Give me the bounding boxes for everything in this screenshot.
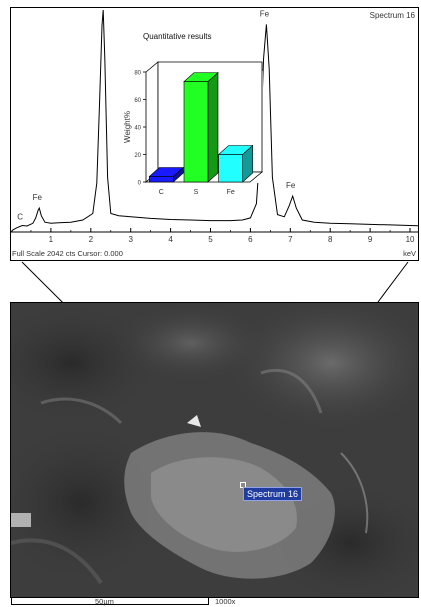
x-tick-label: 3 xyxy=(128,235,133,244)
inset-y-tick-label: 0 xyxy=(138,181,142,187)
sem-footer: 50µm 1000x xyxy=(10,597,419,607)
spectrum-line xyxy=(11,9,418,233)
inset-y-axis-label: Weight% xyxy=(123,111,132,143)
inset-category-label: S xyxy=(194,189,199,196)
inset-bar xyxy=(183,81,209,183)
scale-bar xyxy=(11,598,209,605)
x-tick-label: 10 xyxy=(406,235,415,244)
inset-y-tick-label: 20 xyxy=(134,153,141,159)
x-tick-label: 2 xyxy=(89,235,94,244)
inset-title: Quantitative results xyxy=(143,32,212,41)
inset-y-tick-label: 40 xyxy=(134,126,141,132)
sem-image: Spectrum 16 xyxy=(10,302,419,598)
scale-bar-label: 50µm xyxy=(95,597,114,606)
peak-label: C xyxy=(17,212,23,221)
spectrum-name: Spectrum 16 xyxy=(369,11,415,20)
spectrum-panel: 1 2 3 4 5 6 7 8 9 10 C Fe Fe Fe 0 20 40 60 80 Weight% C S Fe S… xyxy=(10,7,419,261)
x-tick-label: 9 xyxy=(368,235,373,244)
peak-label: Fe xyxy=(33,193,43,202)
x-tick-label: 1 xyxy=(49,235,54,244)
inset-category-label: C xyxy=(159,189,164,196)
x-tick-label: 4 xyxy=(168,235,173,244)
inset-bar xyxy=(218,154,243,183)
peak-label: Fe xyxy=(286,181,296,190)
x-tick-label: 6 xyxy=(248,235,253,244)
spectrum-axis-unit: keV xyxy=(403,249,416,258)
peak-label: Fe xyxy=(260,9,270,18)
inset-category-label: Fe xyxy=(227,189,235,196)
inset-y-tick-label: 80 xyxy=(134,71,141,77)
spectrum-footer-status: Full Scale 2042 cts Cursor: 0.000 xyxy=(12,249,123,258)
x-tick-label: 8 xyxy=(328,235,333,244)
inset-bar xyxy=(149,176,174,183)
spectrum-chart: 1 2 3 4 5 6 7 8 9 10 C Fe Fe Fe 0 20 40 60 80 Weight% C S Fe xyxy=(11,9,418,244)
magnification-label: 1000x xyxy=(215,597,236,606)
sem-micrograph xyxy=(11,303,418,597)
x-tick-label: 5 xyxy=(208,235,213,244)
inset-y-tick-label: 60 xyxy=(134,98,141,104)
spectrum-point-label: Spectrum 16 xyxy=(243,487,303,501)
x-tick-label: 7 xyxy=(288,235,293,244)
